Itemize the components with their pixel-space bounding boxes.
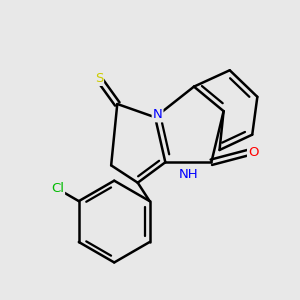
Text: S: S <box>95 72 103 85</box>
Text: O: O <box>248 146 259 158</box>
Text: Cl: Cl <box>51 182 64 195</box>
Text: N: N <box>153 108 162 121</box>
Text: NH: NH <box>178 168 198 181</box>
